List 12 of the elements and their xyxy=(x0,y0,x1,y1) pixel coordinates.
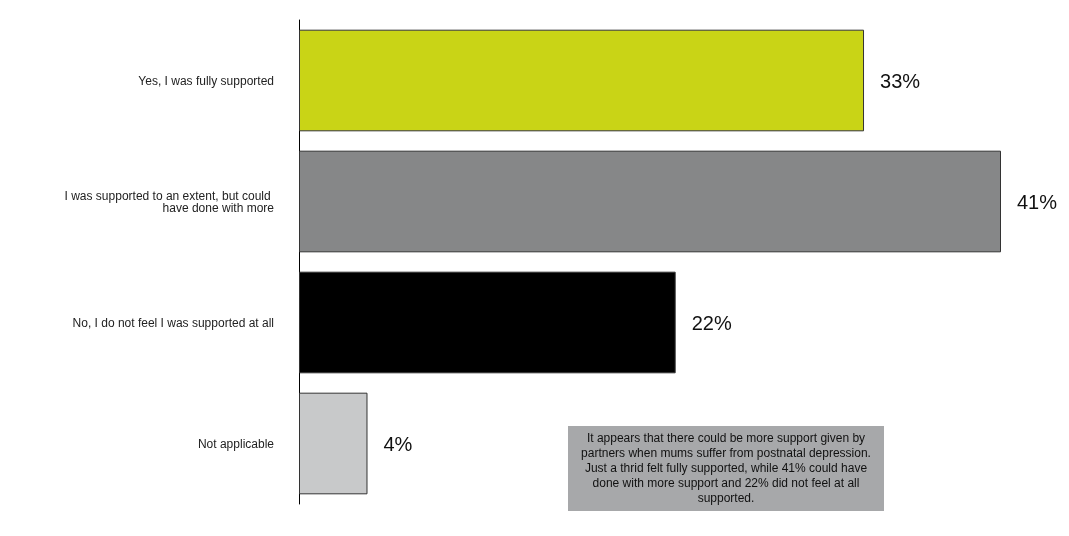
y-tick-label: No, I do not feel I was supported at all xyxy=(72,315,274,330)
y-tick-label: I was supported to an extent, but could have done with more xyxy=(64,188,275,215)
data-label: 4% xyxy=(383,432,413,455)
bar xyxy=(299,392,368,495)
bar xyxy=(299,29,865,132)
note-box: It appears that there could be more support given by partners when mums suffer from postnatal depression. Just a thrid felt fully supported, while 41% could have done with more support and 22% did not feel at all supported. xyxy=(568,426,884,511)
data-label: 22% xyxy=(691,311,732,334)
data-label: 33% xyxy=(880,69,921,92)
y-tick-label: Yes, I was fully supported xyxy=(138,73,274,88)
data-label: 41% xyxy=(1017,190,1058,213)
y-tick-label: Not applicable xyxy=(197,436,275,451)
bar xyxy=(299,150,1001,253)
